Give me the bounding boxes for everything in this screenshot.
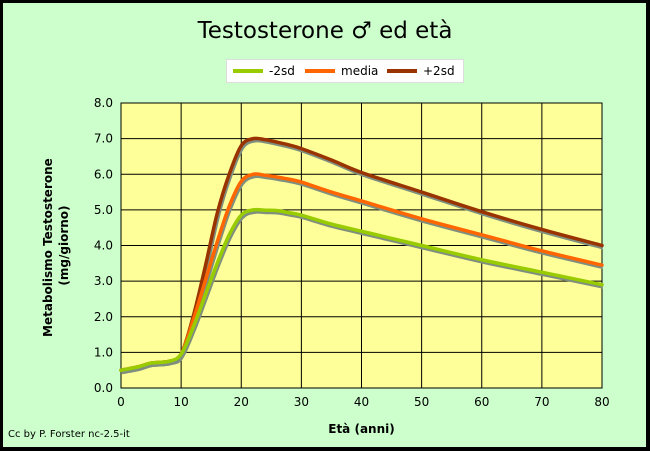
y-tick-label: 0.0 bbox=[94, 381, 113, 395]
x-tick-label: 10 bbox=[173, 395, 188, 409]
y-tick-label: 2.0 bbox=[94, 310, 113, 324]
legend-label: -2sd bbox=[269, 64, 295, 78]
y-axis-title-line2: (mg/giorno) bbox=[57, 205, 71, 285]
legend-item-minus2sd: -2sd bbox=[233, 63, 295, 79]
legend-label: media bbox=[341, 64, 379, 78]
gridlines bbox=[120, 102, 603, 389]
chart-title: Testosterone ♂ ed età bbox=[197, 18, 453, 44]
legend-item-media: media bbox=[305, 63, 378, 79]
x-axis-title: Età (anni) bbox=[328, 422, 394, 436]
y-tick-label: 7.0 bbox=[94, 132, 113, 146]
legend: -2sd media +2sd bbox=[226, 59, 464, 83]
x-tick-label: 20 bbox=[234, 395, 249, 409]
x-tick-label: 80 bbox=[594, 395, 609, 409]
y-tick-label: 5.0 bbox=[94, 203, 113, 217]
x-tick-label: 50 bbox=[414, 395, 429, 409]
y-axis-title: Metabolismo Testosterone (mg/giorno) bbox=[41, 154, 71, 337]
x-tick-label: 40 bbox=[354, 395, 369, 409]
y-axis-title-line1: Metabolismo Testosterone bbox=[41, 158, 55, 337]
y-tick-label: 4.0 bbox=[94, 239, 113, 253]
legend-swatch bbox=[233, 69, 263, 73]
series-group bbox=[119, 136, 604, 375]
y-tick-label: 3.0 bbox=[94, 274, 113, 288]
y-tick-label: 8.0 bbox=[94, 96, 113, 110]
y-tick-label: 6.0 bbox=[94, 167, 113, 181]
legend-label: +2sd bbox=[423, 64, 455, 78]
x-tick-label: 0 bbox=[117, 395, 125, 409]
legend-swatch bbox=[305, 69, 335, 73]
x-tick-label: 30 bbox=[294, 395, 309, 409]
credit-text: Cc by P. Forster nc-2.5-it bbox=[8, 429, 130, 440]
legend-swatch bbox=[387, 69, 417, 73]
x-tick-label: 70 bbox=[534, 395, 549, 409]
tick-labels: 0 10 20 30 40 50 60 70 80 0.0 1.0 2.0 3.0 4.0 5.0 6.0 7.… bbox=[94, 96, 610, 409]
y-tick-label: 1.0 bbox=[94, 345, 113, 359]
series-line-0 bbox=[119, 207, 604, 372]
x-tick-label: 60 bbox=[474, 395, 489, 409]
legend-item-plus2sd: +2sd bbox=[387, 63, 455, 79]
